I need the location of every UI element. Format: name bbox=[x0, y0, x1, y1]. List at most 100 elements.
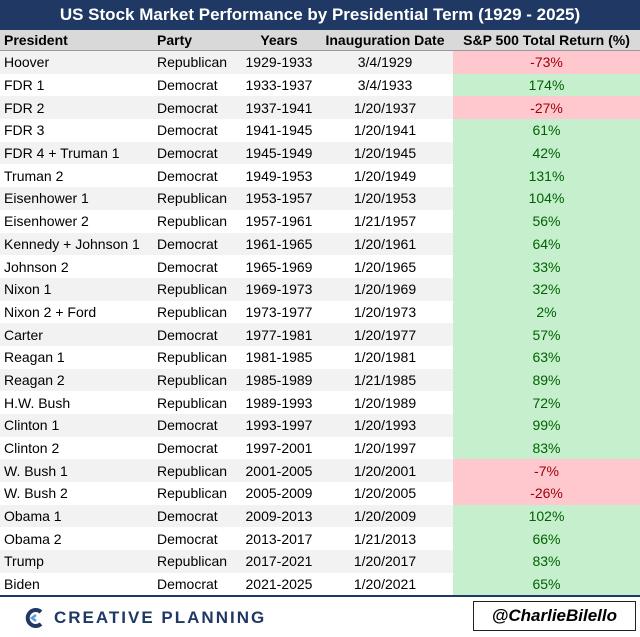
column-header: President bbox=[0, 30, 153, 51]
return-cell: 89% bbox=[453, 368, 640, 392]
column-header: Inauguration Date bbox=[317, 30, 453, 51]
table-row: Biden Democrat 2021-2025 1/20/2021 65% bbox=[0, 572, 640, 596]
table-cell: Republican bbox=[157, 394, 228, 411]
return-cell: 61% bbox=[453, 119, 640, 142]
table-cell: H.W. Bush bbox=[4, 394, 71, 411]
return-cell: 102% bbox=[453, 504, 640, 528]
table-cell: Trump bbox=[0, 550, 153, 573]
table-cell: 1945-1949 bbox=[241, 141, 317, 165]
table-cell: 2009-2013 bbox=[241, 504, 317, 528]
table-cell: 1/20/1973 bbox=[353, 303, 417, 320]
footer: CREATIVE PLANNING @CharlieBilello bbox=[0, 595, 640, 637]
table-cell: Johnson 2 bbox=[4, 258, 69, 275]
return-cell: 64% bbox=[453, 232, 640, 256]
table-cell: 1/20/1945 bbox=[317, 141, 453, 165]
table-cell: 1/20/2009 bbox=[317, 504, 453, 528]
table-cell: 2013-2017 bbox=[245, 530, 313, 547]
table-cell: Republican bbox=[157, 349, 228, 366]
table-cell: 1981-1985 bbox=[245, 349, 313, 366]
return-cell: 72% bbox=[453, 391, 640, 414]
table-cell: Republican bbox=[153, 550, 241, 573]
brand-logo bbox=[25, 608, 43, 628]
header-row: President Party Years Inauguration Date S&P … bbox=[0, 30, 640, 51]
table-cell: 1965-1969 bbox=[245, 258, 313, 275]
table-cell: 1953-1957 bbox=[241, 187, 317, 210]
table-cell: Eisenhower 1 bbox=[0, 187, 153, 210]
table-row: Trump Republican 2017-2021 1/20/2017 83% bbox=[0, 550, 640, 573]
return-cell: 65% bbox=[453, 572, 640, 596]
brand: CREATIVE PLANNING bbox=[24, 607, 266, 629]
table-cell: 1/20/1989 bbox=[353, 394, 417, 411]
return-cell: 174% bbox=[453, 73, 640, 97]
table-row: Truman 2 Democrat 1949-1953 1/20/1949 131% bbox=[0, 164, 640, 188]
table-cell: Republican bbox=[157, 213, 228, 230]
table-cell: 1961-1965 bbox=[241, 232, 317, 256]
table-cell: 1/21/1957 bbox=[353, 213, 417, 230]
table-cell: 1933-1937 bbox=[245, 77, 313, 94]
table-cell: 1/20/1969 bbox=[317, 277, 453, 301]
table-cell: 1/20/2017 bbox=[317, 550, 453, 573]
table-row: Nixon 2 + Ford Republican 1973-1977 1/20/19… bbox=[0, 300, 640, 324]
table-row: Eisenhower 2 Republican 1957-1961 1/21/1957… bbox=[0, 209, 640, 233]
table-row: W. Bush 2 Republican 2005-2009 1/20/2005 -26… bbox=[0, 482, 640, 505]
return-cell: 83% bbox=[453, 436, 640, 460]
table-cell: Democrat bbox=[157, 530, 218, 547]
table-cell: Reagan 2 bbox=[0, 368, 153, 392]
table-cell: Kennedy + Johnson 1 bbox=[0, 232, 153, 256]
return-cell: 56% bbox=[453, 209, 640, 233]
return-cell: 33% bbox=[453, 255, 640, 278]
table-cell: Carter bbox=[0, 323, 153, 346]
return-cell: 63% bbox=[453, 345, 640, 369]
table-row: FDR 2 Democrat 1937-1941 1/20/1937 -27% bbox=[0, 96, 640, 120]
table-cell: 1977-1981 bbox=[241, 323, 317, 346]
table-cell: 2005-2009 bbox=[245, 485, 313, 502]
table-cell: 1989-1993 bbox=[245, 394, 313, 411]
table-cell: FDR 2 bbox=[0, 96, 153, 120]
table-row: FDR 1 Democrat 1933-1937 3/4/1933 174% bbox=[0, 73, 640, 97]
table-cell: 1/20/1949 bbox=[353, 167, 417, 184]
table-cell: Reagan 1 bbox=[4, 349, 65, 366]
table-cell: 1/20/1965 bbox=[353, 258, 417, 275]
table-cell: 1/20/1937 bbox=[317, 96, 453, 120]
table-cell: 1/20/2005 bbox=[353, 485, 417, 502]
table-cell: Democrat bbox=[157, 258, 218, 275]
table-cell: W. Bush 1 bbox=[0, 459, 153, 483]
table-cell: Clinton 1 bbox=[0, 414, 153, 437]
table-cell: Democrat bbox=[153, 323, 241, 346]
table-cell: 2017-2021 bbox=[241, 550, 317, 573]
return-cell: -7% bbox=[453, 459, 640, 483]
column-header: S&P 500 Total Return (%) bbox=[453, 30, 640, 51]
column-header: Years bbox=[241, 30, 317, 51]
table-row: Reagan 2 Republican 1985-1989 1/21/1985 89% bbox=[0, 368, 640, 392]
table-cell: 1/20/1981 bbox=[353, 349, 417, 366]
table-cell: 1949-1953 bbox=[245, 167, 313, 184]
table-cell: Democrat bbox=[153, 141, 241, 165]
table-cell: 1929-1933 bbox=[241, 50, 317, 74]
handle: @CharlieBilello bbox=[472, 601, 636, 631]
column-header: Party bbox=[153, 30, 241, 51]
table-cell: Democrat bbox=[157, 576, 218, 593]
table-cell: 1/20/1993 bbox=[317, 414, 453, 437]
table-cell: Hoover bbox=[0, 50, 153, 74]
table-cell: Democrat bbox=[157, 167, 218, 184]
table-cell: FDR 3 bbox=[4, 122, 45, 139]
return-cell: 83% bbox=[453, 550, 640, 573]
table-cell: 1/20/2021 bbox=[353, 576, 417, 593]
table-cell: 3/4/1933 bbox=[357, 77, 413, 94]
return-cell: 57% bbox=[453, 323, 640, 346]
table-cell: 1993-1997 bbox=[241, 414, 317, 437]
return-cell: 66% bbox=[453, 527, 640, 551]
table-cell: 1941-1945 bbox=[245, 122, 313, 139]
table-cell: Nixon 2 + Ford bbox=[4, 303, 97, 320]
table-cell: Democrat bbox=[153, 414, 241, 437]
table-cell: Republican bbox=[153, 50, 241, 74]
table-row: Hoover Republican 1929-1933 3/4/1929 -73% bbox=[0, 50, 640, 74]
table-cell: 2021-2025 bbox=[245, 576, 313, 593]
return-cell: 2% bbox=[453, 300, 640, 324]
table-cell: 1957-1961 bbox=[245, 213, 313, 230]
return-cell: 42% bbox=[453, 141, 640, 165]
table-body: Hoover Republican 1929-1933 3/4/1929 -73% FDR… bbox=[0, 50, 640, 596]
table-cell: 1985-1989 bbox=[241, 368, 317, 392]
table-row: Clinton 1 Democrat 1993-1997 1/20/1993 99% bbox=[0, 414, 640, 437]
